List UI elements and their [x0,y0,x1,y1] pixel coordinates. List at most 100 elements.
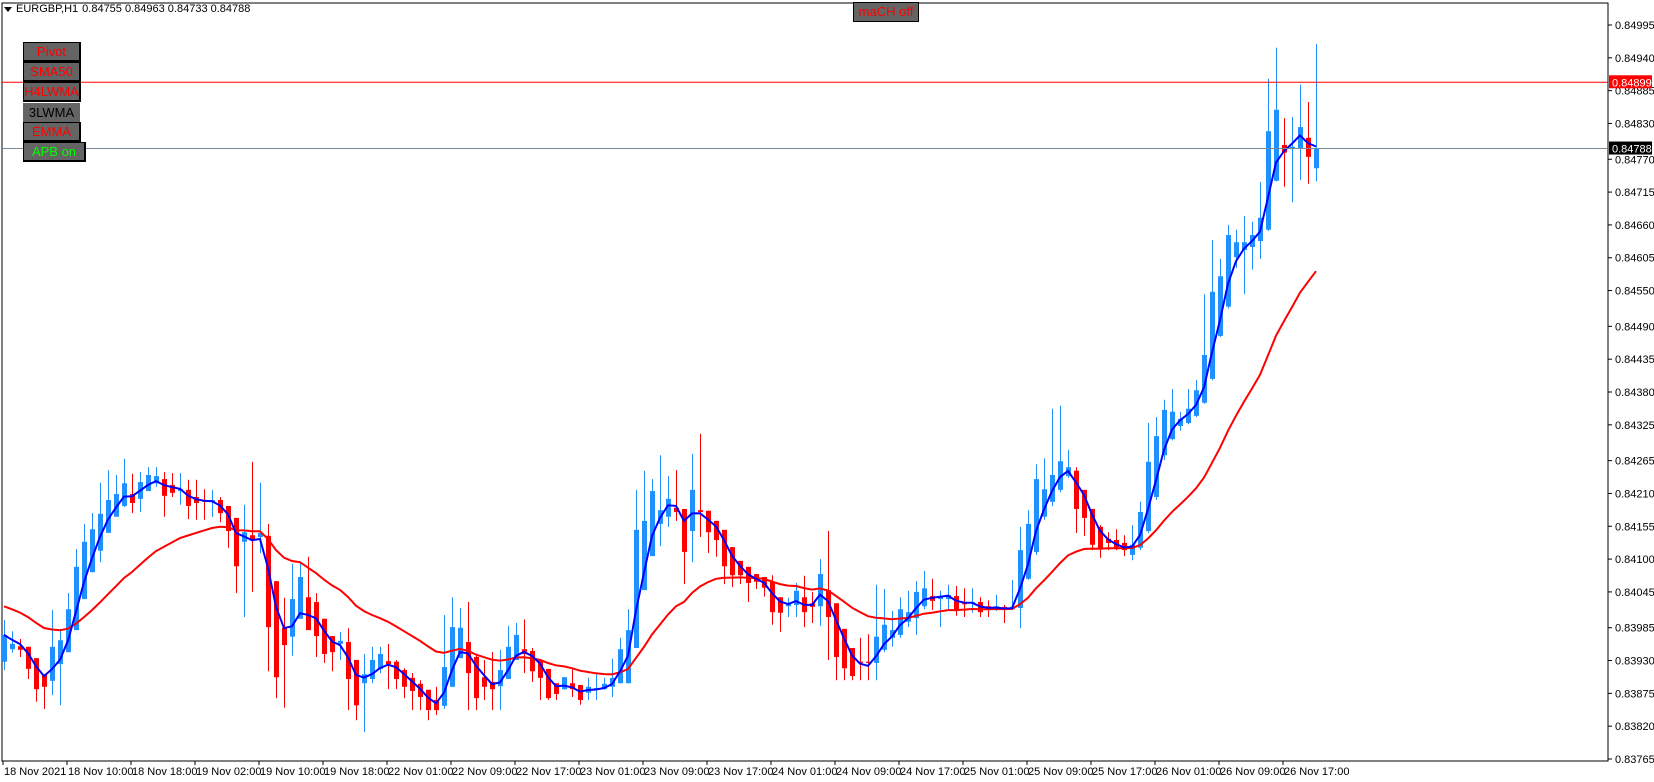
time-tick-label: 19 Nov 10:00 [260,766,325,778]
candle [778,597,783,632]
candle-body [650,491,655,557]
candle [514,622,519,660]
candle [290,563,295,656]
price-tick-label: 0.84770 [1615,154,1654,166]
candle [770,575,775,625]
candle-body [738,560,743,576]
candle-body [450,627,455,687]
candle [922,571,927,610]
candle [50,609,55,696]
candle-body [266,535,271,628]
time-tick-label: 24 Nov 17:00 [900,766,965,778]
sma50-button[interactable]: SMA50 [23,62,81,82]
candle-body [1210,291,1215,379]
candle-body [26,646,31,669]
candle [858,637,863,681]
candle [154,467,159,487]
triangle-down-icon[interactable] [4,6,12,12]
candle [1226,224,1231,309]
pivot-button[interactable]: Pivot [23,42,81,62]
price-tick-label: 0.84155 [1615,521,1654,533]
emma-button[interactable]: EMMA [23,122,81,142]
time-tick-label: 23 Nov 09:00 [644,766,709,778]
candle-body [1042,489,1047,517]
candle [570,668,575,697]
candle-body [1138,511,1143,548]
candle-body [730,547,735,576]
candle [818,559,823,626]
candle-body [394,661,399,680]
mach-toggle-button[interactable]: maCH off [853,2,919,22]
candle [146,467,151,492]
candle [1218,258,1223,338]
candle-body [642,520,647,591]
candle-body [922,588,927,607]
time-tick-label: 19 Nov 02:00 [196,766,261,778]
time-tick-label: 19 Nov 18:00 [324,766,389,778]
candle [1026,510,1031,580]
candle-body [874,636,879,663]
h4lwma-button[interactable]: H4LWMA [23,82,81,102]
candle-body [514,634,519,660]
candle [18,639,23,657]
time-tick-label: 25 Nov 01:00 [964,766,1029,778]
candle-body [834,603,839,657]
level-price-label-box [1609,75,1652,89]
candle-body [146,474,151,492]
candle [370,646,375,684]
candle-body [82,541,87,600]
candle [890,611,895,647]
candle [562,677,567,690]
candle [1034,464,1039,555]
candle [1074,467,1079,533]
candle-body [618,649,623,684]
candle-body [682,508,687,552]
candle [82,523,87,600]
candle [362,653,367,733]
time-tick-label: 22 Nov 01:00 [388,766,453,778]
candle-body [1074,470,1079,509]
candle-body [354,659,359,706]
candle [482,659,487,700]
candle-body [1226,235,1231,307]
candle [130,473,135,514]
candle-body [370,659,375,680]
candle-body [1154,436,1159,498]
candle [1106,532,1111,551]
candle [298,562,303,619]
candle [650,479,655,557]
candle-body [770,581,775,613]
fast-moving-average-line [3,133,1317,705]
candle [162,471,167,517]
price-tick-label: 0.84100 [1615,554,1654,566]
price-tick-label: 0.84550 [1615,286,1654,298]
candle-body [882,624,887,650]
candle-body [1242,242,1247,250]
candle-body [66,609,71,653]
candle-body [1266,131,1271,230]
candle-body [938,597,943,600]
candle-body [90,529,95,573]
candle [90,513,95,573]
candle-body [1026,523,1031,579]
candle [690,454,695,563]
candle-body [442,667,447,706]
candle-body [362,674,367,684]
candle-body [1314,148,1319,169]
candle-body [530,650,535,672]
candle-body [482,677,487,687]
candle-body [58,640,63,665]
chart-header: EURGBP,H1 0.84755 0.84963 0.84733 0.8478… [4,3,250,15]
candle-body [602,683,607,690]
price-tick-label: 0.84605 [1615,253,1654,265]
bid-price-label: 0.84788 [1612,144,1652,156]
candle-body [322,618,327,654]
3lwma-button[interactable]: 3LWMA [23,103,80,122]
apb-toggle-button[interactable]: APB on [23,142,86,162]
time-tick-label: 23 Nov 01:00 [580,766,645,778]
candle-body [162,479,167,496]
candle [26,646,31,680]
candle [1210,239,1215,381]
candle [530,648,535,683]
